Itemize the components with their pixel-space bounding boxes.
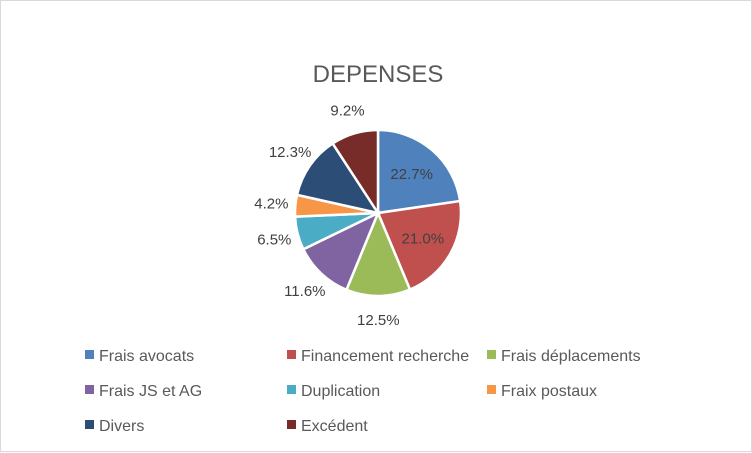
chart-title: DEPENSES bbox=[313, 61, 444, 88]
pie-slice-excedent bbox=[330, 128, 380, 218]
legend-swatch-duplication bbox=[287, 385, 296, 394]
legend-swatch-frais-avocats bbox=[85, 350, 94, 359]
legend-swatch-divers bbox=[85, 420, 94, 429]
legend-label-frais-js-et-ag: Frais JS et AG bbox=[99, 383, 202, 400]
data-label-divers: 12.3% bbox=[269, 144, 312, 161]
legend: Frais avocats Financement recherche Frais … bbox=[85, 348, 641, 435]
pie-slice-financement-recherche bbox=[376, 199, 463, 292]
data-label-excedent: 9.2% bbox=[330, 102, 364, 119]
legend-swatch-excedent bbox=[287, 420, 296, 429]
data-label-financement-recherche: 21.0% bbox=[402, 230, 445, 247]
legend-swatch-financement-recherche bbox=[287, 350, 296, 359]
data-label-frais-avocats: 22.7% bbox=[390, 166, 433, 183]
pie-slice-frais-avocats bbox=[376, 128, 462, 215]
legend-label-excedent: Excédent bbox=[301, 418, 368, 435]
legend-label-fraix-postaux: Fraix postaux bbox=[501, 383, 597, 400]
data-label-frais-deplacements: 12.5% bbox=[357, 312, 400, 329]
legend-swatch-frais-js-et-ag bbox=[85, 385, 94, 394]
legend-label-divers: Divers bbox=[99, 418, 144, 435]
data-label-frais-js-et-ag: 11.6% bbox=[284, 283, 325, 300]
legend-label-frais-avocats: Frais avocats bbox=[99, 348, 194, 365]
legend-swatch-fraix-postaux bbox=[487, 385, 496, 394]
pie-slice-frais-deplacements bbox=[344, 209, 412, 298]
data-label-duplication: 6.5% bbox=[257, 231, 291, 248]
legend-swatch-frais-deplacements bbox=[487, 350, 496, 359]
legend-label-frais-deplacements: Frais déplacements bbox=[501, 348, 641, 365]
legend-label-financement-recherche: Financement recherche bbox=[301, 348, 469, 365]
data-labels: 22.7% 21.0% 12.5% 11.6% 6.5% 4.2% 12.3% 9.2% bbox=[254, 102, 444, 329]
legend-label-duplication: Duplication bbox=[301, 383, 380, 400]
data-label-fraix-postaux: 4.2% bbox=[254, 196, 288, 213]
pie-slices bbox=[293, 128, 463, 298]
